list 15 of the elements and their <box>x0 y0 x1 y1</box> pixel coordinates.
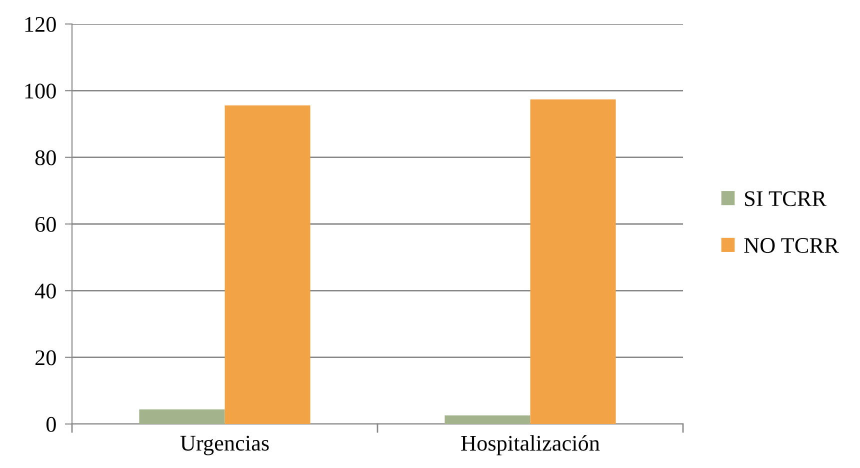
y-tick-label: 120 <box>25 16 56 32</box>
bar <box>530 99 616 424</box>
y-tick-label: 100 <box>25 84 56 99</box>
bar <box>444 415 530 424</box>
y-tick-label: 40 <box>34 284 56 299</box>
y-tick-label: 80 <box>35 150 56 166</box>
legend-label: NO TCRR <box>744 238 839 253</box>
legend-label: SI TCRR <box>745 191 826 206</box>
x-tick-label: Urgencias <box>180 436 269 456</box>
bar <box>139 409 225 424</box>
x-tick-label: Hospitalización <box>461 435 600 456</box>
bar <box>224 105 310 424</box>
y-tick-label: 20 <box>35 350 56 366</box>
y-tick-label: 60 <box>35 216 56 232</box>
y-tick-label: 0 <box>46 416 56 432</box>
